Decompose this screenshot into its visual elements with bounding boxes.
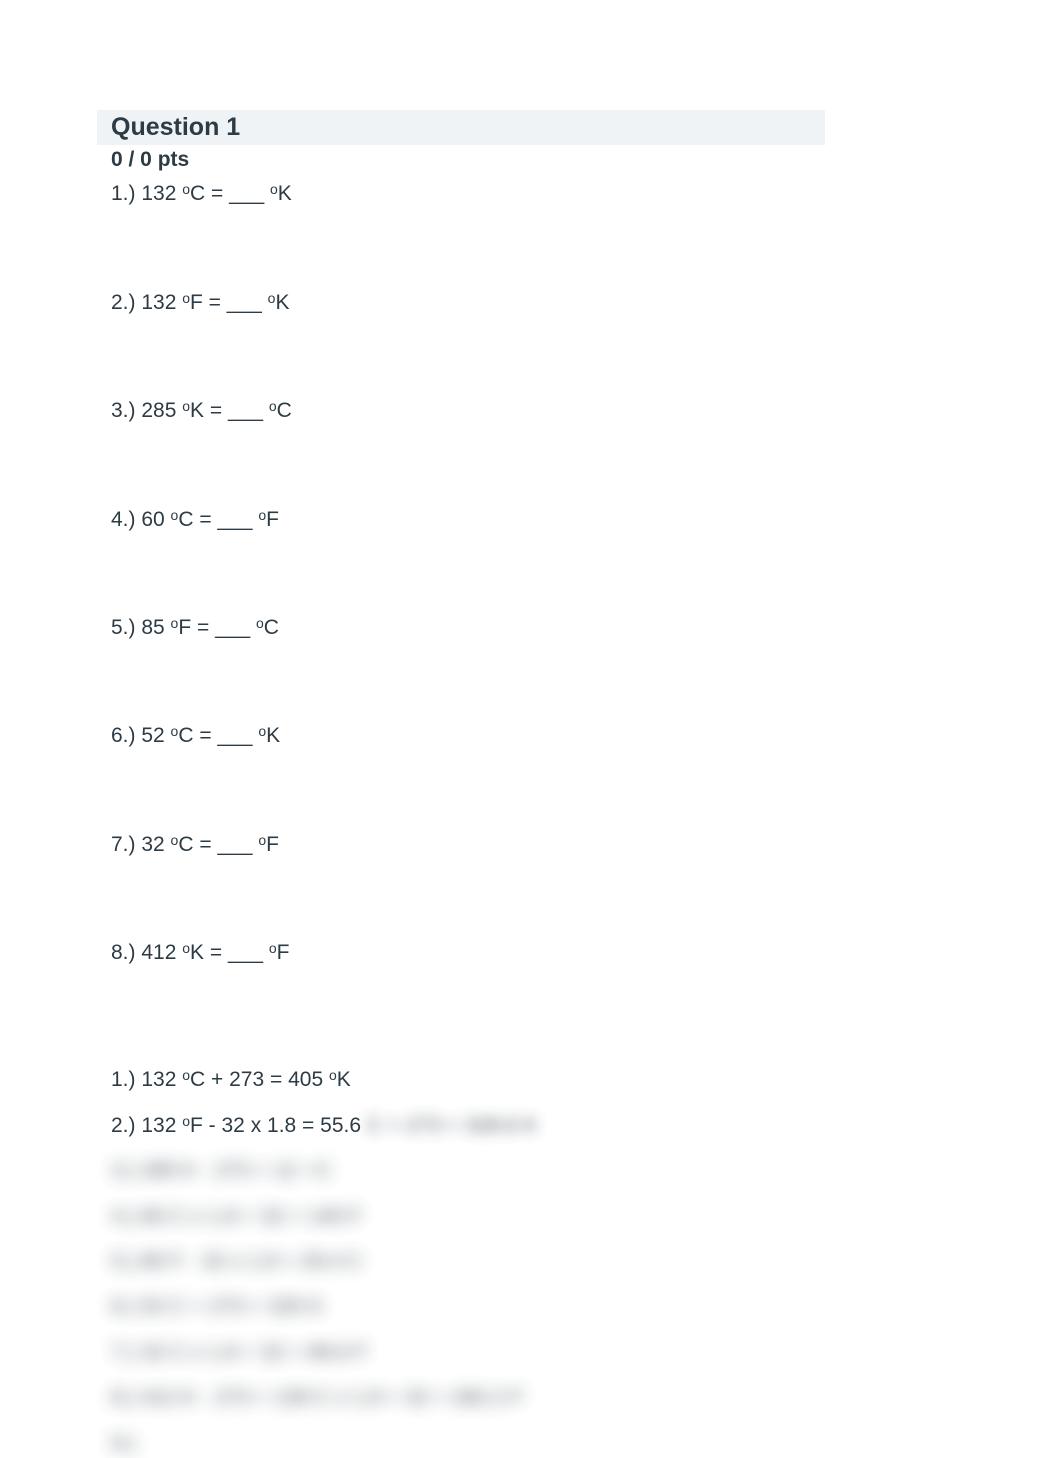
problem-text: 6.) 52 oC = ___ oK [111, 724, 280, 747]
answer-9-blurred: 9.) [111, 1429, 942, 1458]
problem-text: 3.) 285 oK = ___ oC [111, 399, 292, 422]
problem-6: 6.) 52 oC = ___ oK [111, 720, 942, 750]
problem-text: 2.) 132 oF = ___ oK [111, 291, 289, 314]
problem-2: 2.) 132 oF = ___ oK [111, 287, 942, 317]
answer-1: 1.) 132 oC + 273 = 405 oK [111, 1064, 942, 1094]
question-title: Question 1 [111, 113, 240, 141]
problem-7: 7.) 32 oC = ___ oF [111, 829, 942, 859]
page-content: Question 1 0 / 0 pts 1.) 132 oC = ___ oK… [0, 0, 1062, 1458]
answer-3-blurred: 3.) 285 K - 273 = 12 ∘C [111, 1156, 942, 1185]
problem-text: 4.) 60 oC = ___ oF [111, 508, 279, 531]
problem-4: 4.) 60 oC = ___ oF [111, 504, 942, 534]
question-header-row: Question 1 [111, 110, 942, 145]
answer-2: 2.) 132 oF - 32 x 1.8 = 55.6 C + 273 = 3… [111, 1110, 942, 1140]
problem-3: 3.) 285 oK = ___ oC [111, 395, 942, 425]
answer-8-blurred: 8.) 412 K - 273 = 139 C x 1.8 + 32 = 282… [111, 1383, 942, 1412]
question-points: 0 / 0 pts [111, 145, 942, 174]
answer-6-blurred: 6.) 52 C + 273 = 325 K [111, 1292, 942, 1321]
problem-1: 1.) 132 oC = ___ oK [111, 178, 942, 208]
problem-8: 8.) 412 oK = ___ oF [111, 937, 942, 967]
answers-section: 1.) 132 oC + 273 = 405 oK 2.) 132 oF - 3… [111, 1064, 942, 1458]
problem-text: 7.) 32 oC = ___ oF [111, 833, 279, 856]
problem-text: 1.) 132 oC = ___ oK [111, 182, 292, 205]
answer-4-blurred: 4.) 60 C x 1.8 + 32 = 140 F [111, 1202, 942, 1231]
answer-7-blurred: 7.) 32 C x 1.8 + 32 = 89.6 F [111, 1338, 942, 1367]
problem-text: 5.) 85 oF = ___ oC [111, 616, 279, 639]
answer-5-blurred: 5.) 85 F - 32 x 1.8 = 29.4 C [111, 1247, 942, 1276]
problem-text: 8.) 412 oK = ___ oF [111, 941, 289, 964]
problem-5: 5.) 85 oF = ___ oC [111, 612, 942, 642]
